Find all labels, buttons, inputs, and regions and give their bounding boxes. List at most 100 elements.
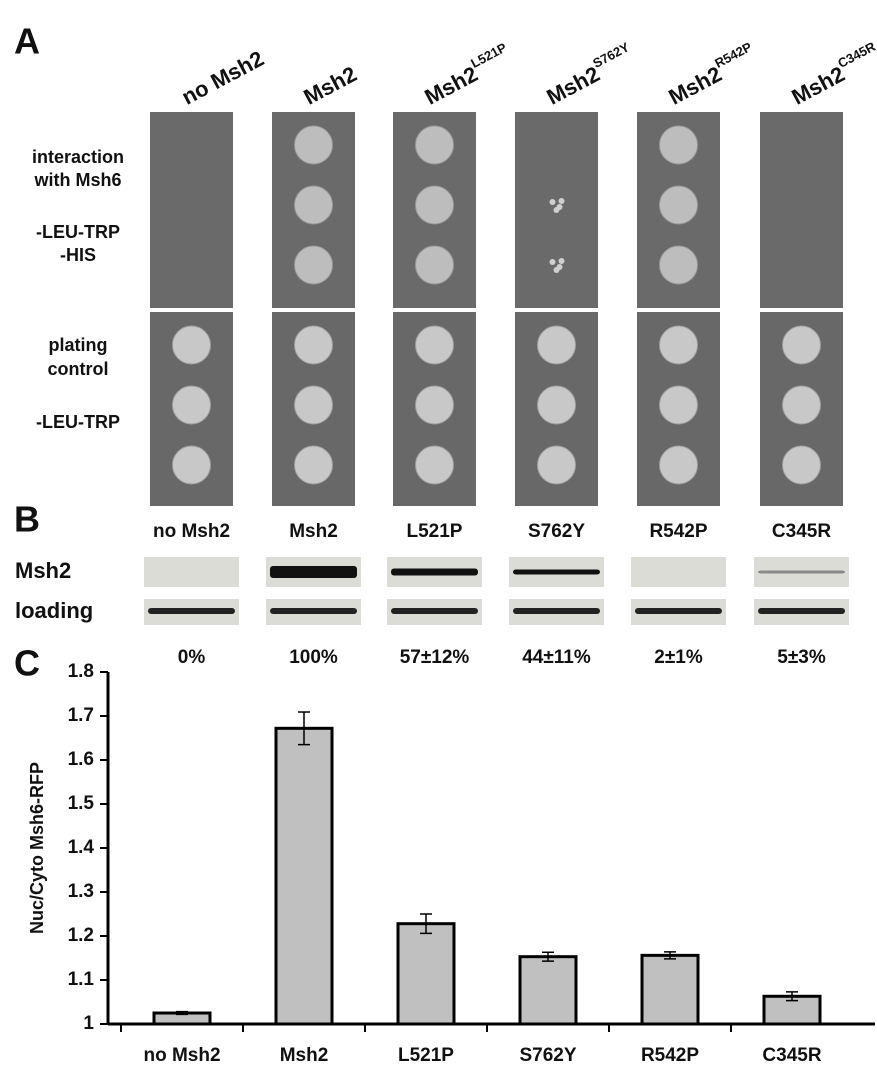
header-text: Msh2 [787,61,848,109]
y-axis-label: Nuc/Cyto Msh6-RFP [27,762,47,934]
plate-image [760,112,843,308]
colony [173,446,211,484]
x-tick-label: L521P [398,1045,454,1066]
y-tick-label: 1.3 [68,881,94,902]
column-label: L521P [407,521,463,542]
y-tick-label: 1.8 [68,661,94,682]
colony [416,326,454,364]
colony [660,326,698,364]
column-header: Msh2 [299,61,360,109]
column-label: C345R [772,521,831,542]
colony [550,259,556,265]
header-text: Msh2 [299,61,360,109]
colony [559,198,565,204]
colony [416,246,454,284]
y-tick-label: 1.6 [68,749,94,770]
column-label: no Msh2 [153,521,230,542]
blot-band [513,570,600,575]
row-label: -HIS [60,245,96,265]
header-sup: R542P [712,39,754,71]
panel-letter: A [14,21,40,62]
colony [783,446,821,484]
row-label: -LEU-TRP [36,222,120,242]
row-label: -LEU-TRP [36,412,120,432]
colony [295,386,333,424]
column-header: no Msh2 [177,46,268,110]
colony [173,386,211,424]
header-sup: L521P [468,40,509,71]
blot-band [270,608,357,614]
colony [554,207,560,213]
colony [295,246,333,284]
blot-band [635,608,722,614]
colony [295,326,333,364]
blot [144,557,239,587]
colony [416,446,454,484]
bar [276,728,332,1024]
x-tick-label: Msh2 [280,1045,329,1066]
blot [631,557,726,587]
colony [173,326,211,364]
percentage: 0% [178,647,206,668]
header-text: Msh2 [420,61,481,109]
y-tick-label: 1.1 [68,969,95,990]
row-label: plating [49,335,108,355]
percentage: 2±1% [654,647,703,668]
x-tick-label: R542P [641,1045,699,1066]
column-label: R542P [649,521,707,542]
row-label: Msh2 [15,558,71,583]
colony [783,386,821,424]
row-label: interaction [32,147,124,167]
column-header: Msh2L521P [419,40,516,110]
header-text: Msh2 [664,61,725,109]
colony [295,446,333,484]
figure: A B C interaction with Msh6 -LEU-TRP -HI… [0,0,877,1076]
bar [520,957,576,1024]
colony [538,446,576,484]
column-header: Msh2R542P [663,39,761,109]
blot-band [270,566,357,578]
bar [642,955,698,1024]
percentage: 44±11% [522,647,591,668]
column-label: S762Y [528,521,585,542]
column-header: Msh2S762Y [541,40,639,110]
row-label: control [48,359,109,379]
panel-letter: C [14,643,40,684]
y-tick-label: 1.4 [68,837,95,858]
panel-letter: B [14,499,40,540]
colony [538,386,576,424]
colony [554,267,560,273]
colony [416,386,454,424]
colony [538,326,576,364]
colony [550,199,556,205]
blot-band [513,608,600,614]
colony [660,386,698,424]
column-label: Msh2 [289,521,338,542]
header-text: no Msh2 [177,46,268,110]
percentage: 57±12% [400,647,470,668]
colony [295,186,333,224]
plate-image [150,112,233,308]
header-sup: S762Y [590,40,632,72]
x-tick-label: S762Y [519,1045,576,1066]
colony [559,258,565,264]
colony [660,246,698,284]
y-tick-label: 1.2 [68,925,94,946]
colony [660,446,698,484]
y-tick-label: 1.5 [68,793,95,814]
percentage: 100% [289,647,338,668]
colony [660,186,698,224]
blot-band [148,608,235,614]
blot-band [758,608,845,614]
colony [416,186,454,224]
header-sup: C345R [835,39,877,72]
colony [783,326,821,364]
bar [398,924,454,1024]
x-tick-label: C345R [762,1045,821,1066]
y-tick-label: 1 [83,1013,94,1034]
row-label: loading [15,598,93,623]
blot-band [391,608,478,614]
column-header: Msh2C345R [786,39,877,110]
percentage: 5±3% [777,647,826,668]
row-label: with Msh6 [33,170,121,190]
